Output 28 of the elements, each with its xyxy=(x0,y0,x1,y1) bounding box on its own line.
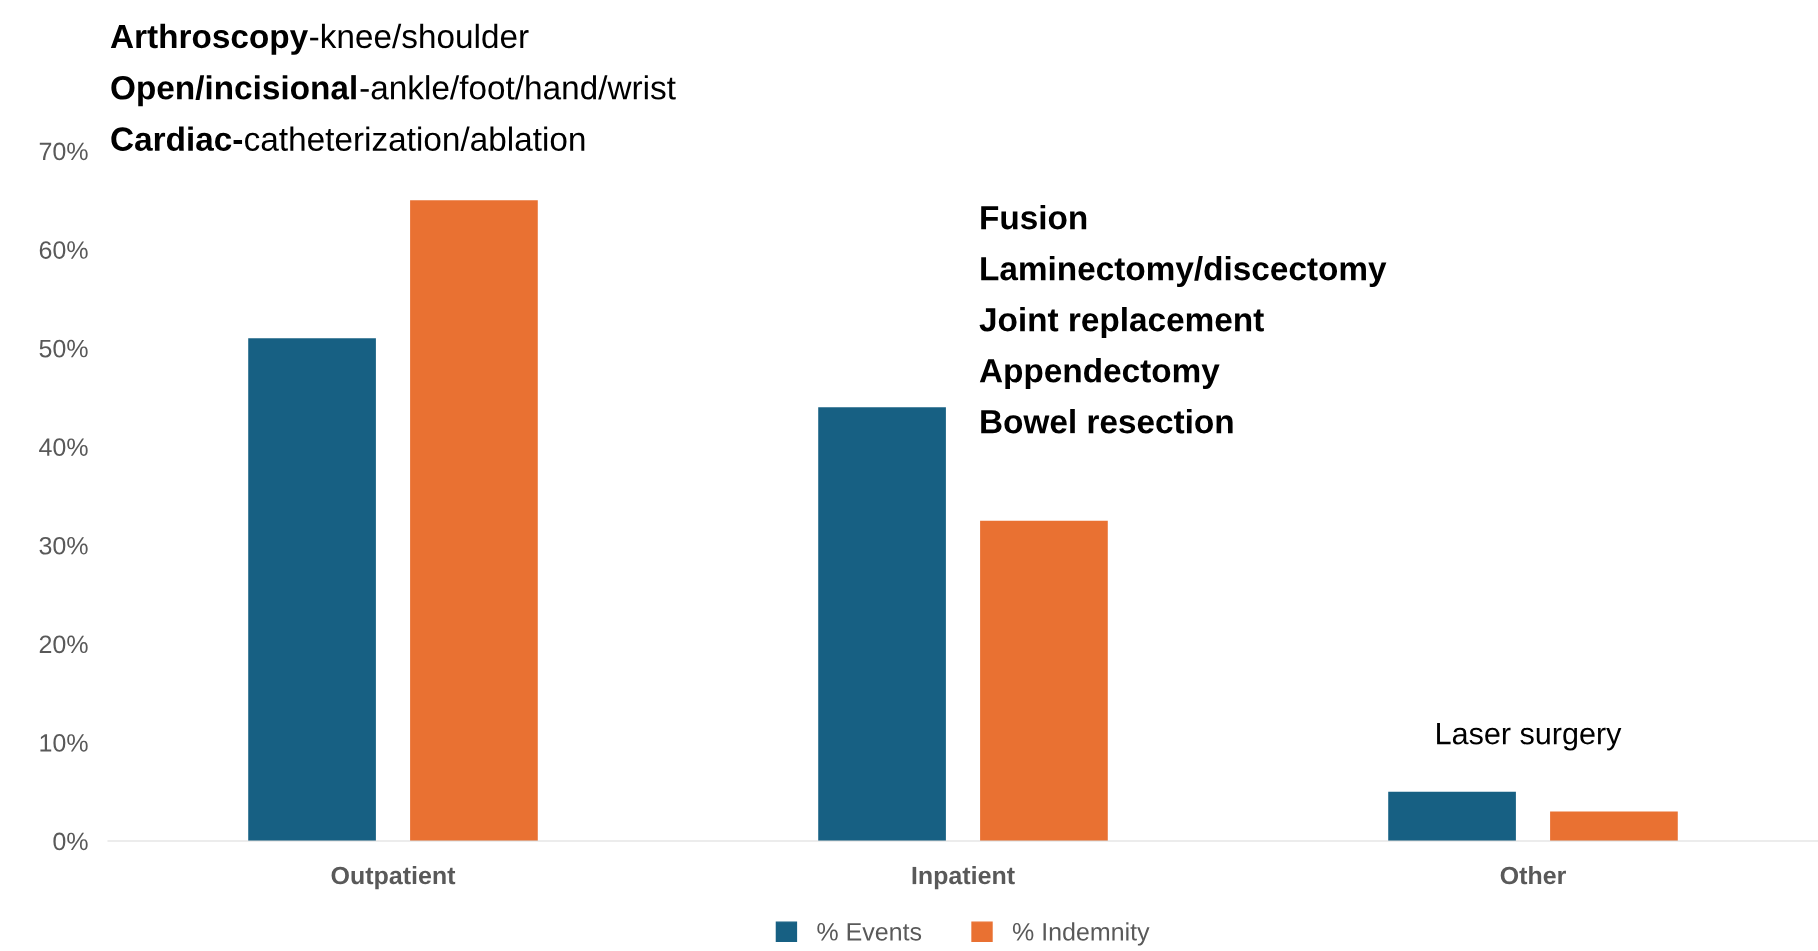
legend-label: % Indemnity xyxy=(1012,922,1150,946)
x-tick-label: Inpatient xyxy=(912,866,1015,890)
bar xyxy=(980,520,1108,841)
x-tick-label: Other xyxy=(1500,866,1566,885)
text: Arthroscopy-knee/shoulder xyxy=(110,23,529,55)
text: Cardiac-catheterization/ablation xyxy=(111,126,585,151)
annotation: Appendectomy xyxy=(979,358,1220,390)
y-tick-label: 0% xyxy=(53,832,88,851)
annotation: Fusion xyxy=(981,205,1087,230)
bar xyxy=(410,200,538,841)
y-tick-label: 40% xyxy=(39,438,88,457)
y-tick-label: 20% xyxy=(39,635,88,654)
y-tick-label: 30% xyxy=(39,536,88,555)
bar xyxy=(1388,791,1516,841)
text: Open/incisional-ankle/foot/hand/wrist xyxy=(111,75,676,107)
y-tick-label: 70% xyxy=(39,142,88,161)
y-tick-label: 60% xyxy=(39,241,88,259)
annotation: Laminectomy/discectomy xyxy=(981,256,1387,288)
y-tick-label: 10% xyxy=(40,734,88,752)
bar xyxy=(818,407,946,841)
annotation: Laser surgery xyxy=(1437,723,1622,751)
y-tick-label: 50% xyxy=(39,339,88,358)
bar xyxy=(1550,811,1678,841)
annotation: Bowel resection xyxy=(981,409,1233,434)
bar xyxy=(248,338,376,841)
x-tick-label: Outpatient xyxy=(331,866,456,890)
legend-label: % Events xyxy=(817,923,922,941)
annotation: Joint replacement xyxy=(979,307,1264,339)
